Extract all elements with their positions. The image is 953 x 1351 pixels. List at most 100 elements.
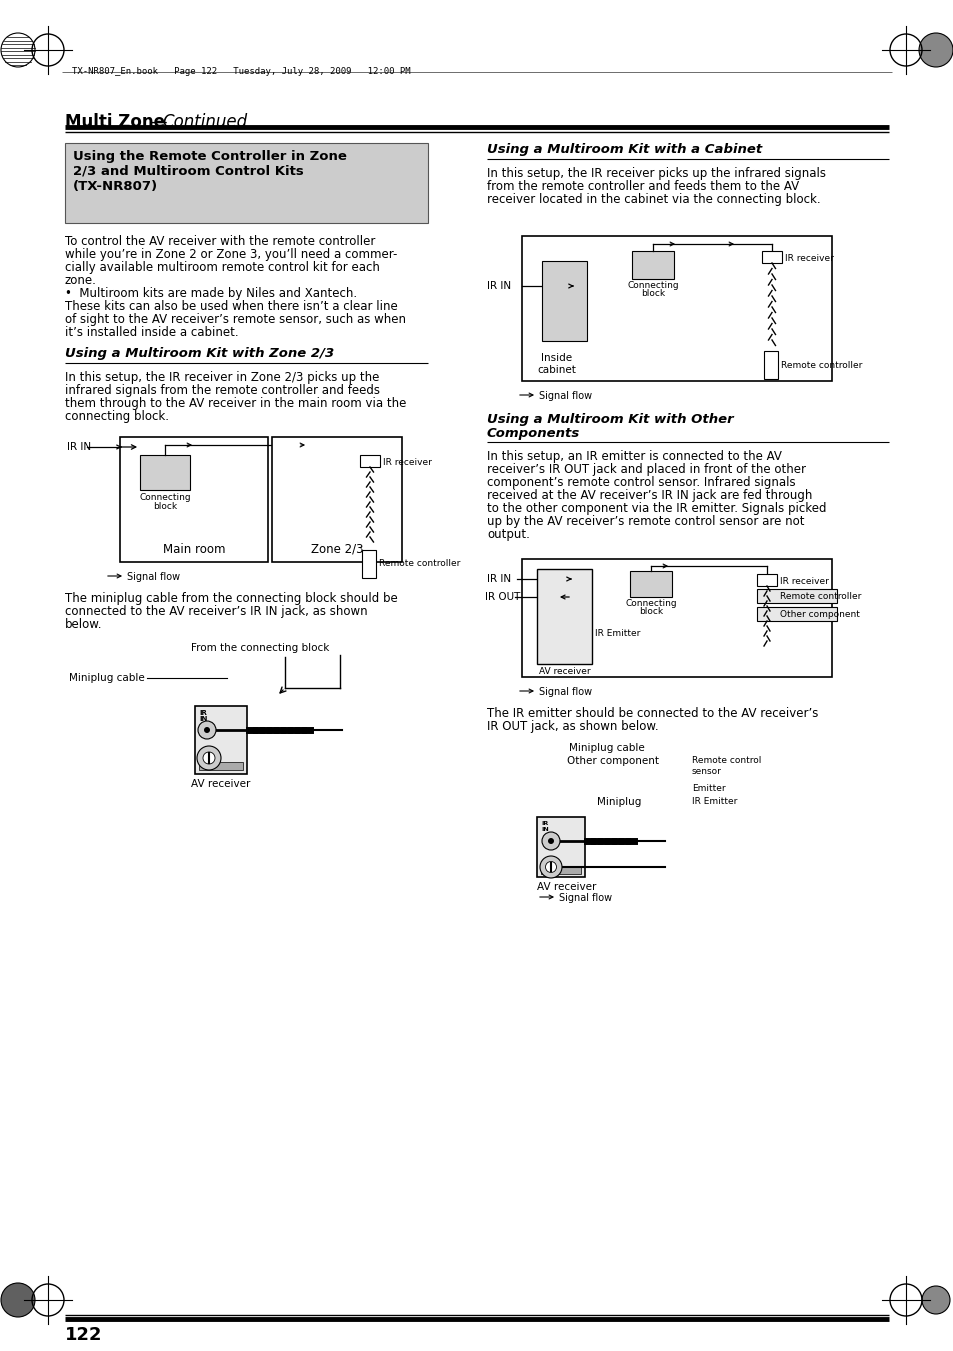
Text: IN: IN bbox=[540, 827, 548, 832]
Text: Main room: Main room bbox=[163, 543, 225, 557]
Text: infrared signals from the remote controller and feeds: infrared signals from the remote control… bbox=[65, 384, 379, 397]
Bar bbox=[521, 236, 831, 381]
Text: IR Emitter: IR Emitter bbox=[595, 630, 639, 638]
Text: Miniplug cable: Miniplug cable bbox=[569, 743, 644, 753]
Text: Signal flow: Signal flow bbox=[538, 390, 592, 401]
Text: block: block bbox=[640, 289, 664, 299]
Bar bbox=[359, 455, 379, 467]
Text: receiver’s IR OUT jack and placed in front of the other: receiver’s IR OUT jack and placed in fro… bbox=[486, 463, 805, 476]
Text: Zone 2/3: Zone 2/3 bbox=[311, 543, 363, 557]
Text: Using a Multiroom Kit with Other: Using a Multiroom Kit with Other bbox=[486, 413, 733, 426]
Bar bbox=[541, 261, 586, 340]
Text: Remote controller: Remote controller bbox=[781, 361, 862, 370]
Text: Connecting: Connecting bbox=[139, 493, 191, 503]
Text: them through to the AV receiver in the main room via the: them through to the AV receiver in the m… bbox=[65, 397, 406, 409]
Text: Using a Multiroom Kit with Zone 2/3: Using a Multiroom Kit with Zone 2/3 bbox=[65, 347, 334, 359]
Circle shape bbox=[921, 1286, 949, 1315]
Text: Signal flow: Signal flow bbox=[558, 893, 612, 902]
Bar bbox=[521, 559, 831, 677]
Text: IR: IR bbox=[540, 821, 548, 825]
Bar bbox=[120, 436, 268, 562]
Text: from the remote controller and feeds them to the AV: from the remote controller and feeds the… bbox=[486, 180, 799, 193]
Bar bbox=[361, 550, 375, 578]
Bar bbox=[757, 607, 836, 621]
Text: Inside
cabinet: Inside cabinet bbox=[537, 354, 576, 376]
Text: block: block bbox=[639, 607, 662, 616]
Text: These kits can also be used when there isn’t a clear line: These kits can also be used when there i… bbox=[65, 300, 397, 313]
Text: IR IN: IR IN bbox=[67, 442, 91, 453]
Bar bbox=[65, 143, 428, 223]
Text: Components: Components bbox=[486, 427, 579, 440]
Text: Using a Multiroom Kit with a Cabinet: Using a Multiroom Kit with a Cabinet bbox=[486, 143, 761, 155]
Bar bbox=[757, 574, 776, 586]
Text: Continued: Continued bbox=[162, 113, 247, 131]
Text: To control the AV receiver with the remote controller: To control the AV receiver with the remo… bbox=[65, 235, 375, 249]
Text: component’s remote control sensor. Infrared signals: component’s remote control sensor. Infra… bbox=[486, 476, 795, 489]
Text: output.: output. bbox=[486, 528, 529, 540]
Bar bbox=[761, 251, 781, 263]
Text: connected to the AV receiver’s IR IN jack, as shown: connected to the AV receiver’s IR IN jac… bbox=[65, 605, 367, 617]
Circle shape bbox=[196, 746, 221, 770]
Text: below.: below. bbox=[65, 617, 102, 631]
Text: received at the AV receiver’s IR IN jack are fed through: received at the AV receiver’s IR IN jack… bbox=[486, 489, 812, 503]
Bar bbox=[763, 351, 778, 380]
Bar bbox=[540, 867, 580, 874]
Text: TX-NR807_En.book   Page 122   Tuesday, July 28, 2009   12:00 PM: TX-NR807_En.book Page 122 Tuesday, July … bbox=[71, 68, 410, 76]
Text: IN: IN bbox=[199, 716, 207, 721]
Text: zone.: zone. bbox=[65, 274, 97, 286]
Circle shape bbox=[203, 753, 214, 765]
Circle shape bbox=[918, 32, 952, 68]
Text: IR receiver: IR receiver bbox=[780, 577, 828, 586]
Text: receiver located in the cabinet via the connecting block.: receiver located in the cabinet via the … bbox=[486, 193, 820, 205]
Text: while you’re in Zone 2 or Zone 3, you’ll need a commer-: while you’re in Zone 2 or Zone 3, you’ll… bbox=[65, 249, 397, 261]
Bar bbox=[537, 817, 584, 877]
Text: •  Multiroom kits are made by Niles and Xantech.: • Multiroom kits are made by Niles and X… bbox=[65, 286, 356, 300]
Text: Remote control: Remote control bbox=[691, 757, 760, 765]
Text: The miniplug cable from the connecting block should be: The miniplug cable from the connecting b… bbox=[65, 592, 397, 605]
Text: Emitter: Emitter bbox=[691, 784, 725, 793]
Circle shape bbox=[204, 727, 210, 734]
Text: Remote controller: Remote controller bbox=[378, 559, 460, 569]
Text: Miniplug: Miniplug bbox=[597, 797, 640, 807]
Text: 122: 122 bbox=[65, 1325, 102, 1344]
Text: In this setup, an IR emitter is connected to the AV: In this setup, an IR emitter is connecte… bbox=[486, 450, 781, 463]
Circle shape bbox=[1, 1283, 35, 1317]
Text: Connecting: Connecting bbox=[624, 598, 676, 608]
Bar bbox=[631, 251, 673, 280]
Text: AV receiver: AV receiver bbox=[192, 780, 251, 789]
Text: sensor: sensor bbox=[691, 767, 721, 775]
Text: IR OUT jack, as shown below.: IR OUT jack, as shown below. bbox=[486, 720, 658, 734]
Text: it’s installed inside a cabinet.: it’s installed inside a cabinet. bbox=[65, 326, 238, 339]
Text: The IR emitter should be connected to the AV receiver’s: The IR emitter should be connected to th… bbox=[486, 707, 818, 720]
Bar bbox=[537, 569, 592, 663]
Text: Connecting: Connecting bbox=[626, 281, 679, 290]
Text: to the other component via the IR emitter. Signals picked: to the other component via the IR emitte… bbox=[486, 503, 825, 515]
Bar bbox=[194, 707, 247, 774]
Circle shape bbox=[541, 832, 559, 850]
Circle shape bbox=[1, 32, 35, 68]
Text: From the connecting block: From the connecting block bbox=[191, 643, 329, 653]
Circle shape bbox=[545, 862, 556, 873]
Text: —: — bbox=[150, 113, 167, 131]
Bar bbox=[757, 589, 836, 603]
Bar bbox=[199, 762, 243, 770]
Text: block: block bbox=[152, 503, 177, 511]
Circle shape bbox=[198, 721, 215, 739]
Text: (TX-NR807): (TX-NR807) bbox=[73, 180, 158, 193]
Text: 2/3 and Multiroom Control Kits: 2/3 and Multiroom Control Kits bbox=[73, 165, 303, 178]
Text: Multi Zone: Multi Zone bbox=[65, 113, 165, 131]
Text: Signal flow: Signal flow bbox=[127, 571, 180, 582]
Text: IR Emitter: IR Emitter bbox=[691, 797, 737, 807]
Text: cially available multiroom remote control kit for each: cially available multiroom remote contro… bbox=[65, 261, 379, 274]
Bar bbox=[272, 436, 401, 562]
Text: AV receiver: AV receiver bbox=[537, 882, 596, 892]
Text: of sight to the AV receiver’s remote sensor, such as when: of sight to the AV receiver’s remote sen… bbox=[65, 313, 406, 326]
Text: Signal flow: Signal flow bbox=[538, 688, 592, 697]
Text: Miniplug cable: Miniplug cable bbox=[70, 673, 145, 684]
Text: AV receiver: AV receiver bbox=[538, 667, 590, 676]
Text: In this setup, the IR receiver in Zone 2/3 picks up the: In this setup, the IR receiver in Zone 2… bbox=[65, 372, 379, 384]
Text: IR receiver: IR receiver bbox=[382, 458, 432, 467]
Text: IR IN: IR IN bbox=[486, 574, 511, 584]
Text: IR OUT: IR OUT bbox=[484, 592, 519, 603]
Text: Using the Remote Controller in Zone: Using the Remote Controller in Zone bbox=[73, 150, 347, 163]
